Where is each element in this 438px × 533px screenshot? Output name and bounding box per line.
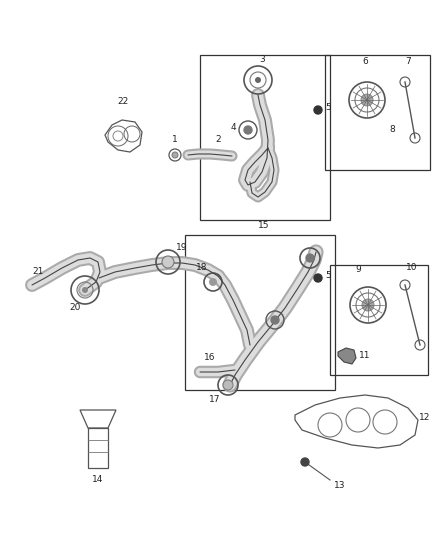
Circle shape [82, 287, 88, 293]
Text: 9: 9 [355, 265, 361, 274]
Text: 5: 5 [325, 271, 331, 280]
Circle shape [255, 77, 261, 83]
Bar [185, 235, 335, 390]
Circle shape [209, 278, 217, 286]
Bar [325, 55, 430, 170]
Circle shape [306, 254, 314, 262]
Circle shape [223, 380, 233, 390]
Text: 11: 11 [359, 351, 371, 359]
Text: 17: 17 [209, 395, 221, 405]
Bar [330, 265, 428, 375]
Text: 21: 21 [32, 268, 44, 277]
Text: 12: 12 [419, 414, 431, 423]
Circle shape [172, 152, 178, 158]
Circle shape [314, 274, 322, 282]
Circle shape [362, 299, 374, 311]
Text: 6: 6 [362, 58, 368, 67]
Text: 18: 18 [196, 263, 208, 272]
Text: 20: 20 [69, 303, 81, 312]
Text: 2: 2 [215, 135, 221, 144]
Text: 3: 3 [259, 55, 265, 64]
Text: 10: 10 [406, 263, 418, 272]
Circle shape [244, 126, 252, 134]
Text: 14: 14 [92, 475, 104, 484]
Bar [200, 55, 330, 220]
Text: 8: 8 [389, 125, 395, 134]
Text: 16: 16 [204, 353, 216, 362]
Circle shape [314, 106, 322, 114]
Circle shape [162, 256, 174, 268]
Circle shape [301, 458, 309, 466]
Text: 15: 15 [258, 221, 270, 230]
Text: 4: 4 [230, 124, 236, 133]
Text: 13: 13 [334, 481, 346, 489]
Polygon shape [338, 348, 356, 364]
Text: 22: 22 [117, 98, 129, 107]
Text: 7: 7 [405, 58, 411, 67]
Text: 5: 5 [325, 103, 331, 112]
Circle shape [271, 316, 279, 324]
Circle shape [361, 94, 373, 106]
Text: 1: 1 [172, 135, 178, 144]
Text: 19: 19 [176, 244, 188, 253]
